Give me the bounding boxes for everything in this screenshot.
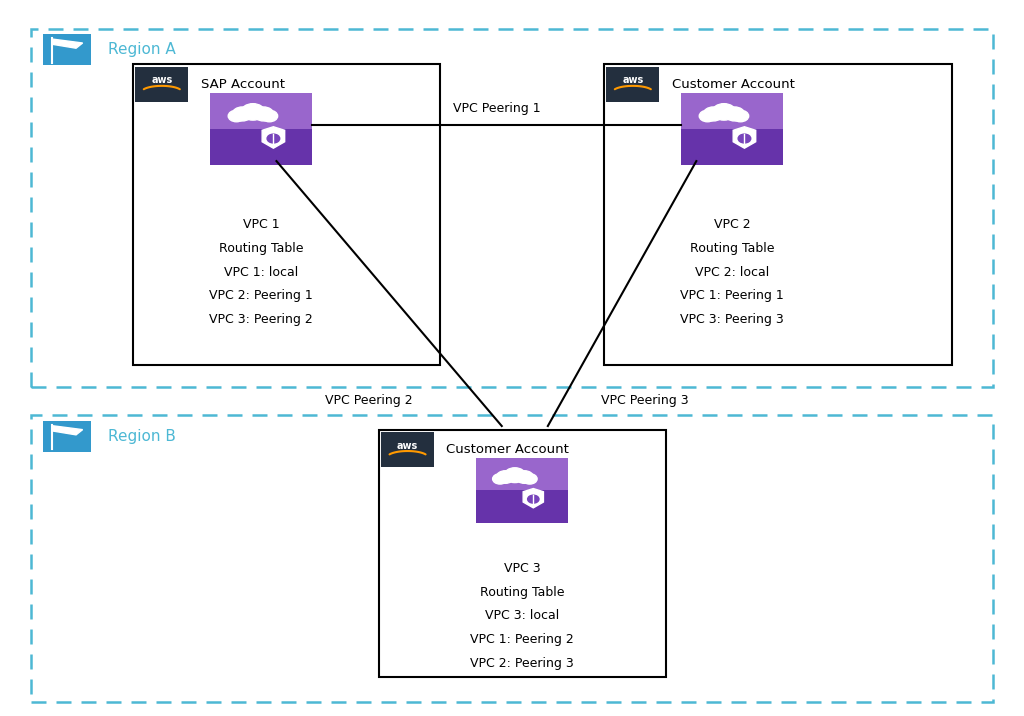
Bar [681, 129, 783, 165]
Text: VPC 3: local: VPC 3: local [485, 609, 559, 622]
Bar [381, 432, 434, 467]
Text: VPC 1: local: VPC 1: local [224, 266, 298, 279]
Bar [681, 93, 783, 129]
Circle shape [261, 110, 278, 122]
Bar [476, 458, 568, 490]
Circle shape [713, 104, 735, 120]
Text: Customer Account: Customer Account [446, 443, 569, 456]
Text: VPC Peering 2: VPC Peering 2 [325, 394, 413, 407]
Text: VPC 2: Peering 1: VPC 2: Peering 1 [209, 289, 313, 302]
Bar [476, 490, 568, 523]
Circle shape [527, 495, 539, 503]
Bar [133, 64, 440, 365]
Bar [379, 430, 666, 677]
Circle shape [732, 110, 749, 122]
Text: VPC 3: Peering 3: VPC 3: Peering 3 [680, 313, 784, 326]
Bar [210, 93, 312, 129]
Text: VPC Peering 3: VPC Peering 3 [601, 394, 689, 407]
Bar [606, 67, 659, 102]
Text: VPC Peering 1: VPC Peering 1 [453, 102, 541, 115]
Circle shape [497, 470, 514, 483]
Polygon shape [733, 127, 756, 148]
Circle shape [504, 468, 525, 483]
Bar [230, 113, 275, 118]
Text: VPC 1: Peering 1: VPC 1: Peering 1 [680, 289, 784, 302]
Circle shape [522, 474, 538, 484]
Text: VPC 3: VPC 3 [504, 562, 541, 575]
Bar [210, 129, 312, 165]
Circle shape [267, 134, 280, 143]
Bar [135, 67, 188, 102]
FancyBboxPatch shape [43, 34, 91, 65]
Text: VPC 2: Peering 3: VPC 2: Peering 3 [470, 657, 574, 669]
FancyBboxPatch shape [43, 421, 91, 452]
FancyBboxPatch shape [31, 415, 993, 702]
Text: aws: aws [623, 75, 643, 85]
Text: VPC 1: Peering 2: VPC 1: Peering 2 [470, 633, 574, 646]
Text: Routing Table: Routing Table [690, 242, 774, 255]
Text: Routing Table: Routing Table [219, 242, 303, 255]
Circle shape [725, 107, 744, 121]
Text: Routing Table: Routing Table [480, 586, 564, 599]
Bar [495, 476, 535, 481]
Text: aws: aws [152, 75, 172, 85]
FancyBboxPatch shape [31, 29, 993, 387]
Bar [701, 113, 746, 118]
Circle shape [232, 107, 252, 121]
Text: SAP Account: SAP Account [201, 78, 285, 91]
Circle shape [699, 110, 716, 122]
Circle shape [228, 110, 245, 122]
Circle shape [242, 104, 264, 120]
Text: Region B: Region B [108, 429, 175, 444]
Circle shape [493, 474, 508, 484]
Polygon shape [262, 127, 285, 148]
Circle shape [254, 107, 273, 121]
Polygon shape [523, 488, 544, 508]
Text: VPC 2: local: VPC 2: local [695, 266, 769, 279]
Text: aws: aws [397, 440, 418, 450]
Circle shape [703, 107, 723, 121]
Circle shape [515, 470, 534, 483]
Text: VPC 1: VPC 1 [243, 218, 280, 231]
Text: VPC 2: VPC 2 [714, 218, 751, 231]
Polygon shape [52, 425, 83, 435]
Text: Region A: Region A [108, 42, 175, 57]
Bar [604, 64, 952, 365]
Circle shape [738, 134, 751, 143]
Polygon shape [52, 39, 83, 48]
Text: VPC 3: Peering 2: VPC 3: Peering 2 [209, 313, 313, 326]
Text: Customer Account: Customer Account [672, 78, 795, 91]
